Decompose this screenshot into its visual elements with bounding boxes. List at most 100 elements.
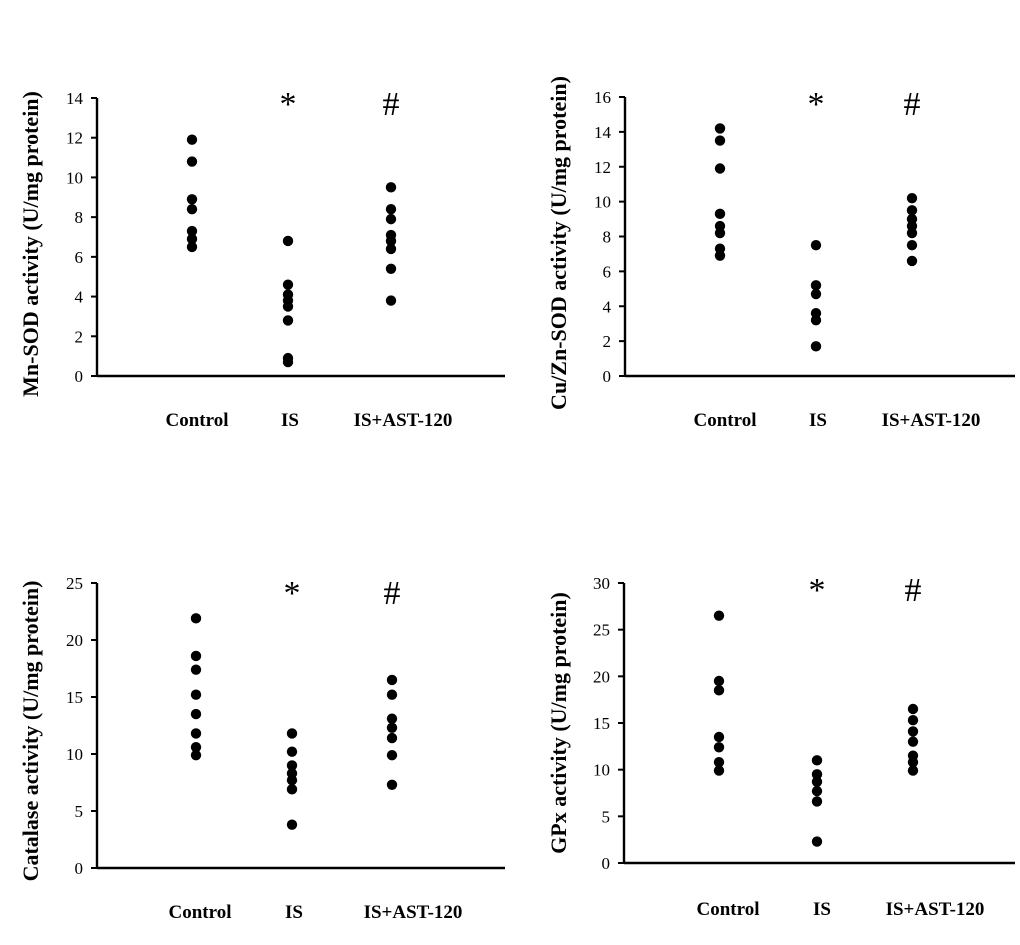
data-point-is-ast-120 (906, 227, 918, 239)
data-point-is-ast-120 (385, 213, 397, 225)
x-tick-label-is: IS (285, 902, 303, 923)
data-point-control (190, 664, 202, 675)
chart-panel-3: 0 5 10 15 20 25 Catalase activity (U/mg protei… (18, 574, 505, 923)
data-point-control (714, 123, 726, 134)
data-point-is-ast-120 (386, 779, 398, 790)
data-point-is (282, 315, 294, 326)
x-tick-label-is-ast-120: IS+AST-120 (364, 902, 463, 923)
y-tick-label: 10 (66, 745, 83, 764)
data-point-is-ast-120 (907, 736, 919, 747)
data-point-control (190, 728, 202, 739)
data-point-control (186, 225, 198, 237)
x-tick-label-is-ast-120: IS+AST-120 (886, 899, 985, 920)
data-point-is (282, 279, 294, 290)
y-tick-label: 20 (66, 631, 83, 650)
significance-hash: # (384, 575, 401, 612)
data-point-is-ast-120 (907, 715, 919, 726)
y-tick-label: 6 (603, 262, 612, 281)
data-point-is (286, 775, 298, 786)
y-tick-label: 14 (66, 89, 84, 108)
data-point-control (714, 208, 726, 220)
y-tick-label: 5 (75, 802, 84, 821)
data-point-control (190, 749, 202, 761)
significance-hash: # (905, 572, 922, 609)
data-point-is (286, 728, 298, 739)
data-point-control (186, 156, 198, 167)
data-point-control (190, 689, 202, 700)
chart-panel-4: 0 5 10 15 20 25 30 GPx activity (U/mg protein) C… (546, 572, 1015, 920)
data-point-is-ast-120 (906, 240, 918, 251)
y-tick-label: 15 (593, 714, 610, 733)
y-tick-label: 4 (603, 297, 612, 316)
data-point-is (810, 240, 822, 251)
y-tick-label: 0 (75, 367, 84, 386)
y-tick-label: 10 (594, 193, 611, 212)
data-point-control (714, 227, 726, 239)
y-axis-label: Cu/Zn-SOD activity (U/mg protein) (546, 76, 571, 410)
x-tick-label-control: Control (694, 410, 757, 431)
data-point-is-ast-120 (385, 243, 397, 255)
data-point-is-ast-120 (907, 765, 919, 776)
y-tick-label: 25 (593, 621, 610, 640)
data-point-is (811, 755, 823, 766)
y-tick-label: 0 (603, 367, 612, 386)
data-point-is (811, 769, 823, 780)
data-point-is-ast-120 (907, 703, 919, 715)
data-point-is-ast-120 (385, 204, 397, 215)
data-point-control (190, 741, 202, 753)
data-point-control (186, 233, 198, 245)
data-point-control (186, 241, 198, 253)
data-point-control (714, 163, 726, 174)
x-tick-label-control: Control (697, 899, 760, 920)
data-point-is (286, 784, 298, 795)
x-tick-label-control: Control (169, 902, 232, 923)
data-point-is-ast-120 (907, 757, 919, 768)
y-tick-label: 10 (66, 168, 83, 187)
y-axis-label: GPx activity (U/mg protein) (546, 592, 571, 854)
data-point-is (810, 280, 822, 291)
significance-hash: # (904, 86, 921, 123)
y-tick-label: 14 (594, 123, 612, 142)
x-tick-label-is-ast-120: IS+AST-120 (882, 410, 981, 431)
x-tick-label-control: Control (166, 410, 229, 431)
y-tick-label: 15 (66, 688, 83, 707)
significance-asterisk: * (284, 575, 301, 612)
chart-panel-2: 0 2 4 6 8 10 12 14 16 Cu/Zn-SOD activity (U/mg pr… (546, 76, 1015, 431)
data-point-control (714, 250, 726, 261)
data-point-is-ast-120 (385, 295, 397, 306)
y-tick-label: 6 (75, 248, 84, 267)
y-tick-label: 2 (603, 332, 612, 351)
data-point-is-ast-120 (386, 689, 398, 700)
y-tick-label: 0 (602, 854, 611, 873)
significance-asterisk: * (808, 86, 825, 123)
data-point-is (286, 760, 298, 771)
y-tick-label: 2 (75, 327, 84, 346)
y-tick-label: 12 (594, 158, 611, 177)
x-tick-label-is: IS (281, 410, 299, 431)
data-point-control (713, 675, 725, 687)
data-point-is-ast-120 (907, 726, 919, 737)
data-point-control (713, 757, 725, 768)
significance-asterisk: * (280, 86, 297, 123)
data-point-is-ast-120 (385, 263, 397, 274)
data-point-is (286, 746, 298, 757)
y-tick-label: 16 (594, 88, 611, 107)
y-tick-label: 8 (75, 208, 84, 227)
data-point-is-ast-120 (386, 749, 398, 761)
data-point-control (713, 731, 725, 743)
data-point-is (810, 315, 822, 326)
data-point-is (282, 235, 294, 247)
data-point-is (811, 796, 823, 807)
data-point-is (811, 776, 823, 787)
data-point-control (714, 135, 726, 146)
data-point-control (190, 650, 202, 662)
y-axis-label: Mn-SOD activity (U/mg protein) (18, 91, 43, 397)
y-tick-label: 12 (66, 129, 83, 148)
significance-asterisk: * (809, 572, 826, 609)
y-tick-label: 25 (66, 574, 83, 593)
data-point-is (810, 341, 822, 352)
y-tick-label: 30 (593, 574, 610, 593)
data-point-control (186, 134, 198, 145)
data-point-is-ast-120 (385, 235, 397, 247)
